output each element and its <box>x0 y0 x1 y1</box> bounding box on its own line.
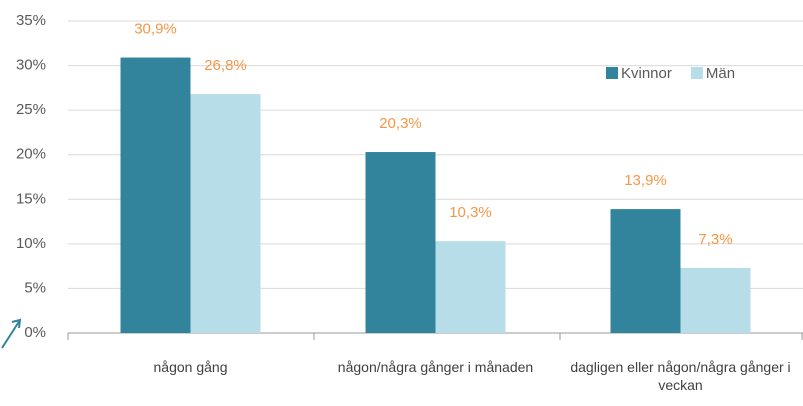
legend-swatch <box>690 67 703 79</box>
x-tick-label: dagligen eller någon/några gånger i veck… <box>570 359 791 393</box>
arrow-icon <box>1 318 22 349</box>
y-tick-label: 25% <box>16 101 46 118</box>
bar <box>610 209 681 333</box>
legend-label: Kvinnor <box>621 65 672 82</box>
y-tick-label: 20% <box>16 146 46 163</box>
value-label: 10,3% <box>449 204 492 221</box>
value-label: 30,9% <box>134 21 177 38</box>
bar <box>190 94 261 334</box>
bar <box>120 57 191 333</box>
legend-label: Män <box>706 65 735 82</box>
bar <box>680 267 751 333</box>
x-tick-label: någon/några gånger i månaden <box>337 359 534 375</box>
bar <box>365 152 436 333</box>
y-tick-label: 30% <box>16 57 46 74</box>
value-label: 7,3% <box>698 231 732 248</box>
y-tick-label: 5% <box>24 279 46 296</box>
value-label: 26,8% <box>204 57 247 74</box>
y-tick-label: 35% <box>16 12 46 29</box>
y-tick-label: 15% <box>16 190 46 207</box>
value-label: 13,9% <box>624 172 667 189</box>
bar <box>435 241 506 333</box>
y-tick-label: 0% <box>24 324 46 341</box>
x-tick-label: någon gång <box>153 359 228 375</box>
legend-swatch <box>606 67 618 79</box>
y-tick-label: 10% <box>16 235 46 252</box>
value-label: 20,3% <box>379 115 422 132</box>
